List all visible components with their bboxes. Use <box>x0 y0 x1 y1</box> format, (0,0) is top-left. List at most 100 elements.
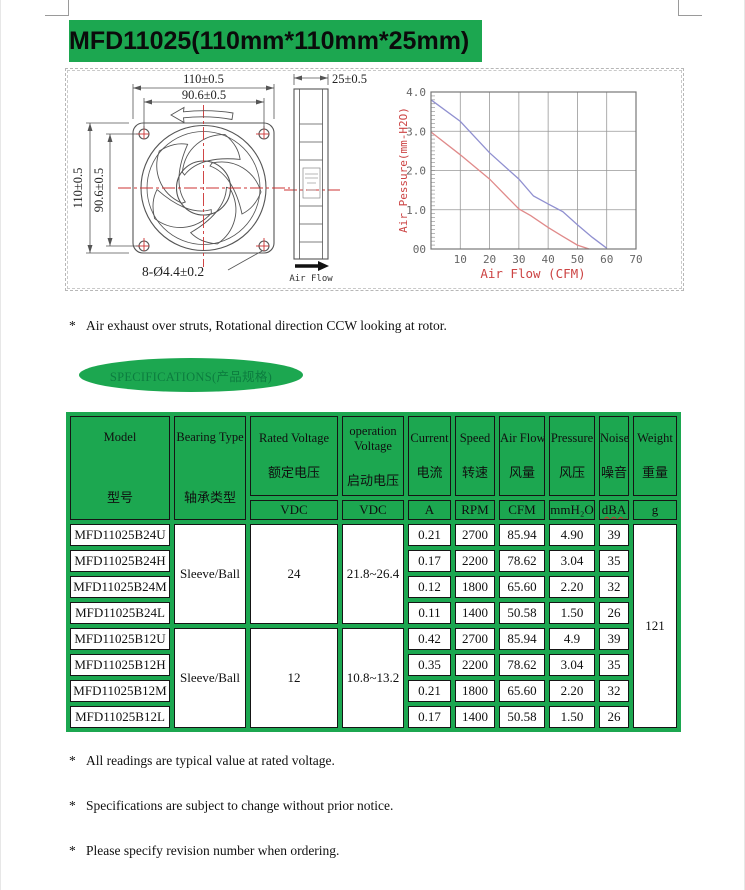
svg-text:30: 30 <box>512 253 525 266</box>
rotation-arrow <box>170 106 234 124</box>
header-airflow-cn: 风量 <box>508 465 535 480</box>
fan-blades <box>152 134 262 245</box>
weight-cell: 121 <box>633 524 677 728</box>
current-cell: 0.12 <box>408 576 451 598</box>
model-cell: MFD11025B24L <box>70 602 170 624</box>
model-cell: MFD11025B24H <box>70 550 170 572</box>
bearing-cell: Sleeve/Ball <box>174 524 246 624</box>
model-cell: MFD11025B12L <box>70 706 170 728</box>
footnote: * All readings are typical value at rated… <box>69 753 393 769</box>
noise-cell: 35 <box>599 550 629 572</box>
table-row: MFD11025B24U Sleeve/Ball 24 21.8~26.4 0.… <box>70 524 677 728</box>
rated-voltage-cell: 24 <box>250 524 338 624</box>
header-rated-en: Rated Voltage <box>258 431 329 445</box>
footnote: * Please specify revision number when ord… <box>69 843 393 859</box>
crop-mark-top-right-horizontal <box>678 15 702 16</box>
dim-depth: 25±0.5 <box>332 72 367 86</box>
header-model-en: Model <box>103 430 137 444</box>
chart-x-axis-label: Air Flow (CFM) <box>480 266 585 281</box>
table-row: MFD11025B24L 0.11 1400 50.58 1.50 26 <box>70 602 677 624</box>
footnotes: * All readings are typical value at rated… <box>69 753 393 888</box>
dim-hole-size: 8-Ø4.4±0.2 <box>142 264 204 279</box>
header-bearing-cn: 轴承类型 <box>183 490 236 505</box>
header-weight-cn: 重量 <box>641 465 668 480</box>
speed-cell: 2200 <box>455 550 495 572</box>
dim-holes-left: 90.6±0.5 <box>92 168 106 212</box>
dimension-arrowheads <box>87 75 328 253</box>
noise-cell: 26 <box>599 706 629 728</box>
model-cell: MFD11025B24U <box>70 524 170 546</box>
dimension-drawing: 110±0.5 90.6±0.5 110±0.5 90.6±0.5 25±0.5… <box>71 72 643 284</box>
airflow-cell: 78.62 <box>499 654 545 676</box>
current-cell: 0.17 <box>408 550 451 572</box>
header-op-en: operation Voltage <box>349 423 397 453</box>
rated-voltage-cell: 12 <box>250 628 338 728</box>
performance-chart: 10 20 30 40 50 60 70 00 1.0 2.0 3.0 4.0 <box>406 86 643 266</box>
rotation-note: * Air exhaust over struts, Rotational dir… <box>69 318 447 334</box>
unit-current: A <box>408 500 451 520</box>
header-rated-voltage: Rated Voltage 额定电压 <box>250 416 338 496</box>
chart-y-axis-label: Air Pessure(mm-H2O) <box>397 107 410 233</box>
svg-text:10: 10 <box>454 253 467 266</box>
model-cell: MFD11025B12H <box>70 654 170 676</box>
svg-text:40: 40 <box>542 253 555 266</box>
header-speed: Speed 转速 <box>455 416 495 496</box>
speed-cell: 1800 <box>455 576 495 598</box>
nameplate-label <box>302 167 321 199</box>
unit-speed: RPM <box>455 500 495 520</box>
header-rated-cn: 额定电压 <box>267 465 320 480</box>
header-noise-en: Noise <box>600 431 629 445</box>
airflow-cell: 85.94 <box>499 628 545 650</box>
footnote-text: Specifications are subject to change wit… <box>86 798 394 813</box>
speed-cell: 1800 <box>455 680 495 702</box>
current-cell: 0.21 <box>408 680 451 702</box>
svg-text:50: 50 <box>571 253 584 266</box>
svg-text:20: 20 <box>483 253 496 266</box>
product-title: MFD11025(110mm*110mm*25mm) <box>69 26 470 55</box>
table-row: MFD11025B12U Sleeve/Ball 12 10.8~13.2 0.… <box>70 628 677 728</box>
header-model: Model 型号 <box>70 416 170 520</box>
header-op-cn: 启动电压 <box>346 472 399 488</box>
crop-mark-top-right-vertical <box>678 0 679 16</box>
note-bullet: * <box>69 318 76 333</box>
unit-pressure: mmH₂O <box>549 500 595 520</box>
dimension-lines <box>86 74 329 271</box>
speed-cell: 1400 <box>455 602 495 624</box>
unit-airflow: CFM <box>499 500 545 520</box>
unit-operation-voltage: VDC <box>342 500 404 520</box>
speed-cell: 2200 <box>455 654 495 676</box>
footnote: * Specifications are subject to change wi… <box>69 798 393 814</box>
header-weight-en: Weight <box>637 431 673 445</box>
airflow-cell: 65.60 <box>499 680 545 702</box>
header-pressure-en: Pressure <box>550 431 594 445</box>
noise-cell: 35 <box>599 654 629 676</box>
noise-cell: 32 <box>599 576 629 598</box>
operation-voltage-cell: 10.8~13.2 <box>342 628 404 728</box>
noise-cell: 39 <box>599 628 629 650</box>
product-title-bar: MFD11025(110mm*110mm*25mm) <box>69 20 482 62</box>
airflow-label: Air Flow <box>289 274 333 284</box>
pressure-cell: 3.04 <box>549 550 595 572</box>
pressure-cell: 4.9 <box>549 628 595 650</box>
header-current-en: Current <box>410 431 449 445</box>
noise-cell: 39 <box>599 524 629 546</box>
noise-cell: 26 <box>599 602 629 624</box>
header-current: Current 电流 <box>408 416 451 496</box>
header-noise-cn: 噪音 <box>600 465 627 480</box>
footnote-text: All readings are typical value at rated … <box>86 753 335 768</box>
drawing-frame: 110±0.5 90.6±0.5 110±0.5 90.6±0.5 25±0.5… <box>65 68 684 291</box>
pressure-cell: 3.04 <box>549 654 595 676</box>
specification-table: Model 型号 Bearing Type 轴承类型 Rated Voltage… <box>66 412 681 732</box>
svg-text:1.0: 1.0 <box>406 204 426 217</box>
table-row: MFD11025B12L 0.17 1400 50.58 1.50 26 <box>70 706 677 728</box>
pressure-cell: 2.20 <box>549 680 595 702</box>
header-weight: Weight 重量 <box>633 416 677 496</box>
footnote-text: Please specify revision number when orde… <box>86 843 340 858</box>
speed-cell: 2700 <box>455 628 495 650</box>
header-current-cn: 电流 <box>416 465 443 480</box>
mounting-holes <box>138 128 270 252</box>
table-row: MFD11025B24H 0.17 2200 78.62 3.04 35 <box>70 550 677 572</box>
table-row: MFD11025B12H 0.35 2200 78.62 3.04 35 <box>70 654 677 676</box>
current-cell: 0.17 <box>408 706 451 728</box>
header-model-cn: 型号 <box>106 490 133 505</box>
